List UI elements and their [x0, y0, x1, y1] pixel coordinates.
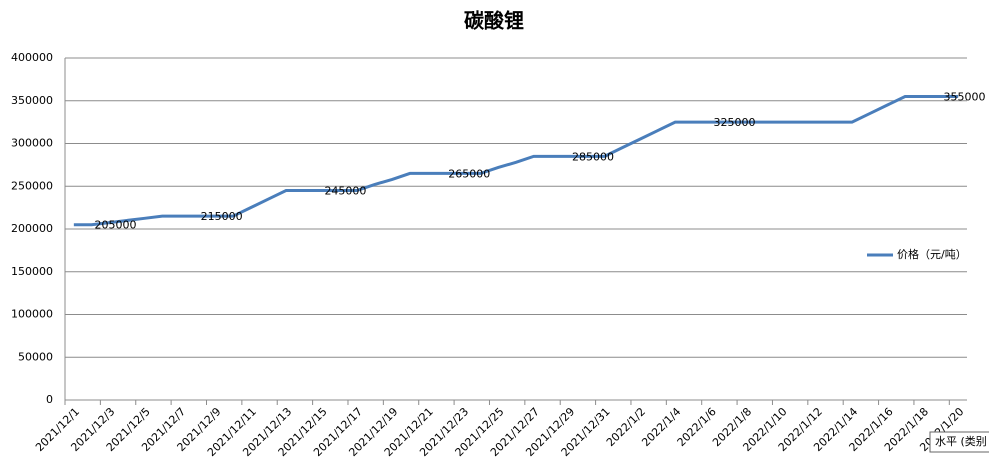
y-tick-label: 400000	[11, 51, 53, 64]
data-label: 325000	[714, 116, 756, 129]
data-label: 355000	[943, 90, 985, 103]
data-label: 265000	[448, 167, 490, 180]
data-label: 285000	[572, 150, 614, 163]
y-tick-label: 100000	[11, 308, 53, 321]
y-tick-label: 0	[46, 393, 53, 406]
tooltip-box	[929, 431, 989, 453]
data-label: 215000	[201, 210, 243, 223]
tooltip-text: 水平 (类别	[935, 434, 987, 448]
y-tick-label: 250000	[11, 179, 53, 192]
legend-label: 价格（元/吨）	[897, 247, 967, 261]
series-line	[73, 94, 959, 227]
data-label: 245000	[324, 185, 366, 198]
y-tick-label: 50000	[18, 350, 53, 363]
chart-title: 碳酸锂	[464, 9, 524, 33]
data-label: 205000	[95, 219, 137, 232]
y-tick-label: 350000	[11, 94, 53, 107]
y-tick-label: 200000	[11, 222, 53, 235]
y-tick-label: 300000	[11, 137, 53, 150]
tooltip: 水平 (类别	[929, 431, 989, 453]
y-tick-label: 150000	[11, 265, 53, 278]
